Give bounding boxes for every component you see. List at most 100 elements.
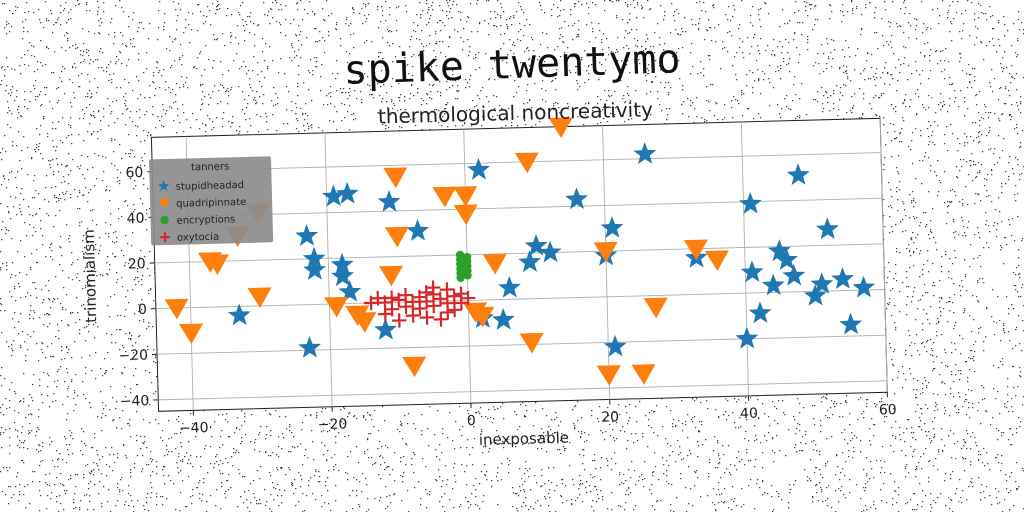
- data-point: [446, 288, 462, 304]
- data-point: [378, 265, 403, 287]
- data-point: [432, 186, 457, 208]
- chart-title: thermological noncreativity: [378, 97, 654, 128]
- data-point: [377, 189, 401, 212]
- data-point: [518, 250, 542, 273]
- data-point: [740, 260, 764, 283]
- data-point: [295, 224, 319, 247]
- data-point: [775, 248, 798, 270]
- legend-label: encryptions: [176, 214, 235, 227]
- y-gridline: [155, 289, 885, 310]
- legend-label: oxytocia: [177, 232, 219, 244]
- legend-label: quadripinnate: [176, 197, 246, 210]
- data-point: [519, 332, 544, 354]
- data-point: [631, 364, 656, 385]
- data-point: [227, 303, 251, 326]
- series-oxytocia: [363, 280, 476, 328]
- data-point: [600, 216, 624, 239]
- data-point: [538, 240, 562, 263]
- series-encryptions: [455, 250, 472, 282]
- data-point: [384, 290, 399, 306]
- data-point: [453, 186, 478, 207]
- x-tick-label: −20: [318, 416, 348, 433]
- data-point: [298, 335, 322, 358]
- data-point: [384, 226, 409, 248]
- data-point: [338, 280, 362, 302]
- data-point: [748, 301, 772, 324]
- data-point: [786, 163, 810, 186]
- data-point: [514, 152, 539, 174]
- axis-ticks: −40 −20 0 20 40 60 −40 −20 0 20 40 60: [118, 165, 897, 437]
- data-point: [330, 252, 354, 275]
- data-point: [406, 218, 430, 241]
- data-point: [565, 187, 588, 210]
- x-gridline: [602, 125, 611, 400]
- data-point: [456, 273, 465, 282]
- data-point: [467, 157, 490, 180]
- legend-marker: [157, 180, 170, 192]
- data-point: [447, 302, 462, 318]
- data-point: [683, 239, 708, 261]
- legend: tanners stupidheadad quadripinnate encrypti…: [149, 156, 274, 246]
- data-point: [803, 283, 827, 306]
- data-point: [738, 191, 762, 214]
- data-point: [482, 253, 507, 275]
- data-point: [335, 181, 359, 204]
- data-point: [303, 258, 326, 281]
- data-point: [402, 356, 427, 378]
- data-point: [405, 308, 421, 323]
- data-point: [831, 267, 855, 290]
- data-point: [398, 287, 413, 303]
- data-point: [179, 323, 204, 345]
- x-gridline: [879, 118, 888, 393]
- y-tick-label: 60: [125, 165, 143, 181]
- data-point: [761, 273, 785, 296]
- x-gridline: [740, 121, 749, 396]
- data-point: [331, 264, 354, 287]
- data-point: [453, 204, 478, 226]
- data-point: [633, 142, 657, 165]
- y-tick-label: −20: [118, 347, 148, 364]
- data-point: [815, 217, 839, 240]
- data-point: [839, 312, 863, 335]
- data-point: [593, 241, 618, 263]
- legend-marker: [160, 215, 169, 225]
- legend-box: [149, 156, 274, 246]
- data-point: [852, 275, 876, 298]
- data-point: [433, 312, 449, 327]
- data-point: [460, 290, 476, 306]
- data-point: [782, 263, 806, 286]
- data-point: [470, 306, 495, 328]
- legend-label: stupidheadad: [176, 180, 245, 193]
- data-point: [419, 310, 435, 325]
- y-tick-label: −40: [120, 393, 150, 410]
- data-point: [440, 305, 455, 320]
- data-point: [392, 313, 407, 328]
- y-tick-label: 0: [138, 302, 147, 318]
- x-tick-label: 60: [879, 402, 897, 418]
- x-tick-label: −40: [179, 420, 209, 437]
- data-point: [377, 306, 393, 322]
- y-gridline: [157, 334, 886, 355]
- gridlines: [152, 118, 888, 411]
- x-tick-label: 40: [740, 406, 758, 422]
- y-gridline: [158, 380, 888, 401]
- data-point: [247, 287, 272, 309]
- data-point: [810, 272, 834, 295]
- y-tick-label: 20: [128, 256, 146, 272]
- data-point: [352, 312, 377, 333]
- x-tick-label: 20: [601, 409, 619, 425]
- data-point: [491, 308, 515, 330]
- y-axis-label: trinomialism: [80, 229, 100, 323]
- data-point: [164, 298, 189, 320]
- x-axis-label: inexposable: [479, 429, 570, 449]
- data-point: [439, 282, 455, 297]
- x-gridline: [324, 132, 333, 407]
- legend-marker: [160, 232, 170, 242]
- data-point: [596, 365, 621, 386]
- data-point: [383, 167, 408, 189]
- data-point: [425, 280, 441, 295]
- data-point: [204, 254, 229, 275]
- legend-title: tanners: [191, 161, 229, 173]
- x-tick-label: 0: [467, 413, 476, 429]
